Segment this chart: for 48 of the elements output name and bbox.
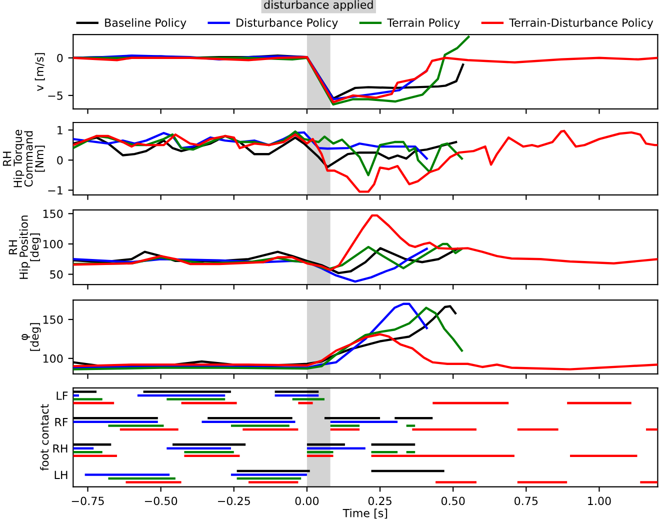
y-tick-label: 150 — [43, 315, 63, 324]
y-tick-label: 0 — [57, 156, 63, 164]
line-series — [73, 248, 428, 283]
y-tick-label: LH — [54, 470, 68, 479]
x-tick-label: 0.50 — [441, 496, 465, 506]
bar — [306, 454, 334, 458]
line-series — [73, 242, 463, 271]
bar — [298, 402, 313, 404]
x-tick-label: 0.75 — [514, 496, 538, 506]
y-tick-label: 100 — [43, 354, 63, 363]
y-tick-label: −5 — [48, 92, 62, 100]
bar — [517, 481, 568, 484]
line-series — [73, 56, 658, 104]
bar — [436, 481, 476, 484]
y-tick-label: RH — [53, 444, 68, 453]
y-axis-title: RH Hip Position [deg] — [8, 216, 41, 279]
band-label: disturbance applied — [264, 0, 373, 11]
y-tick-label: RF — [55, 418, 68, 426]
legend-label: Baseline Policy — [105, 18, 186, 30]
line-series — [73, 131, 428, 160]
line-series — [73, 333, 658, 370]
legend-label: Terrain-Disturbance Policy — [509, 18, 654, 30]
y-tick-label: −1 — [48, 186, 62, 194]
y-axis-title: foot contact — [40, 404, 49, 471]
x-tick-label: 1.00 — [588, 496, 611, 506]
y-tick-label: 100 — [43, 240, 63, 248]
y-axis-title: v [m/s] — [34, 53, 45, 92]
x-tick-label: 0.25 — [368, 496, 392, 506]
y-tick-label: 150 — [43, 210, 63, 218]
y-tick-label: 0 — [57, 54, 63, 62]
x-tick-label: 0.00 — [295, 496, 319, 506]
y-axis-title: φ [deg] — [22, 323, 41, 351]
line-series — [73, 130, 463, 176]
legend-label: Disturbance Policy — [236, 18, 338, 30]
line-series — [73, 130, 658, 193]
legend-label: Terrain Policy — [387, 18, 460, 30]
y-axis-title: RH Hip Torque Command [Nm] — [2, 130, 45, 188]
x-tick-label: −0.25 — [218, 496, 250, 506]
x-tick-label: −0.50 — [144, 496, 178, 506]
x-axis-title: Time [s] — [342, 508, 388, 519]
bar — [570, 454, 638, 458]
y-tick-label: 50 — [50, 270, 63, 279]
bar — [640, 481, 658, 484]
line-series — [73, 214, 658, 272]
y-tick-label: LF — [56, 392, 68, 400]
x-tick-label: −0.75 — [72, 496, 104, 506]
bar — [371, 454, 514, 458]
y-tick-label: 1 — [58, 126, 62, 134]
